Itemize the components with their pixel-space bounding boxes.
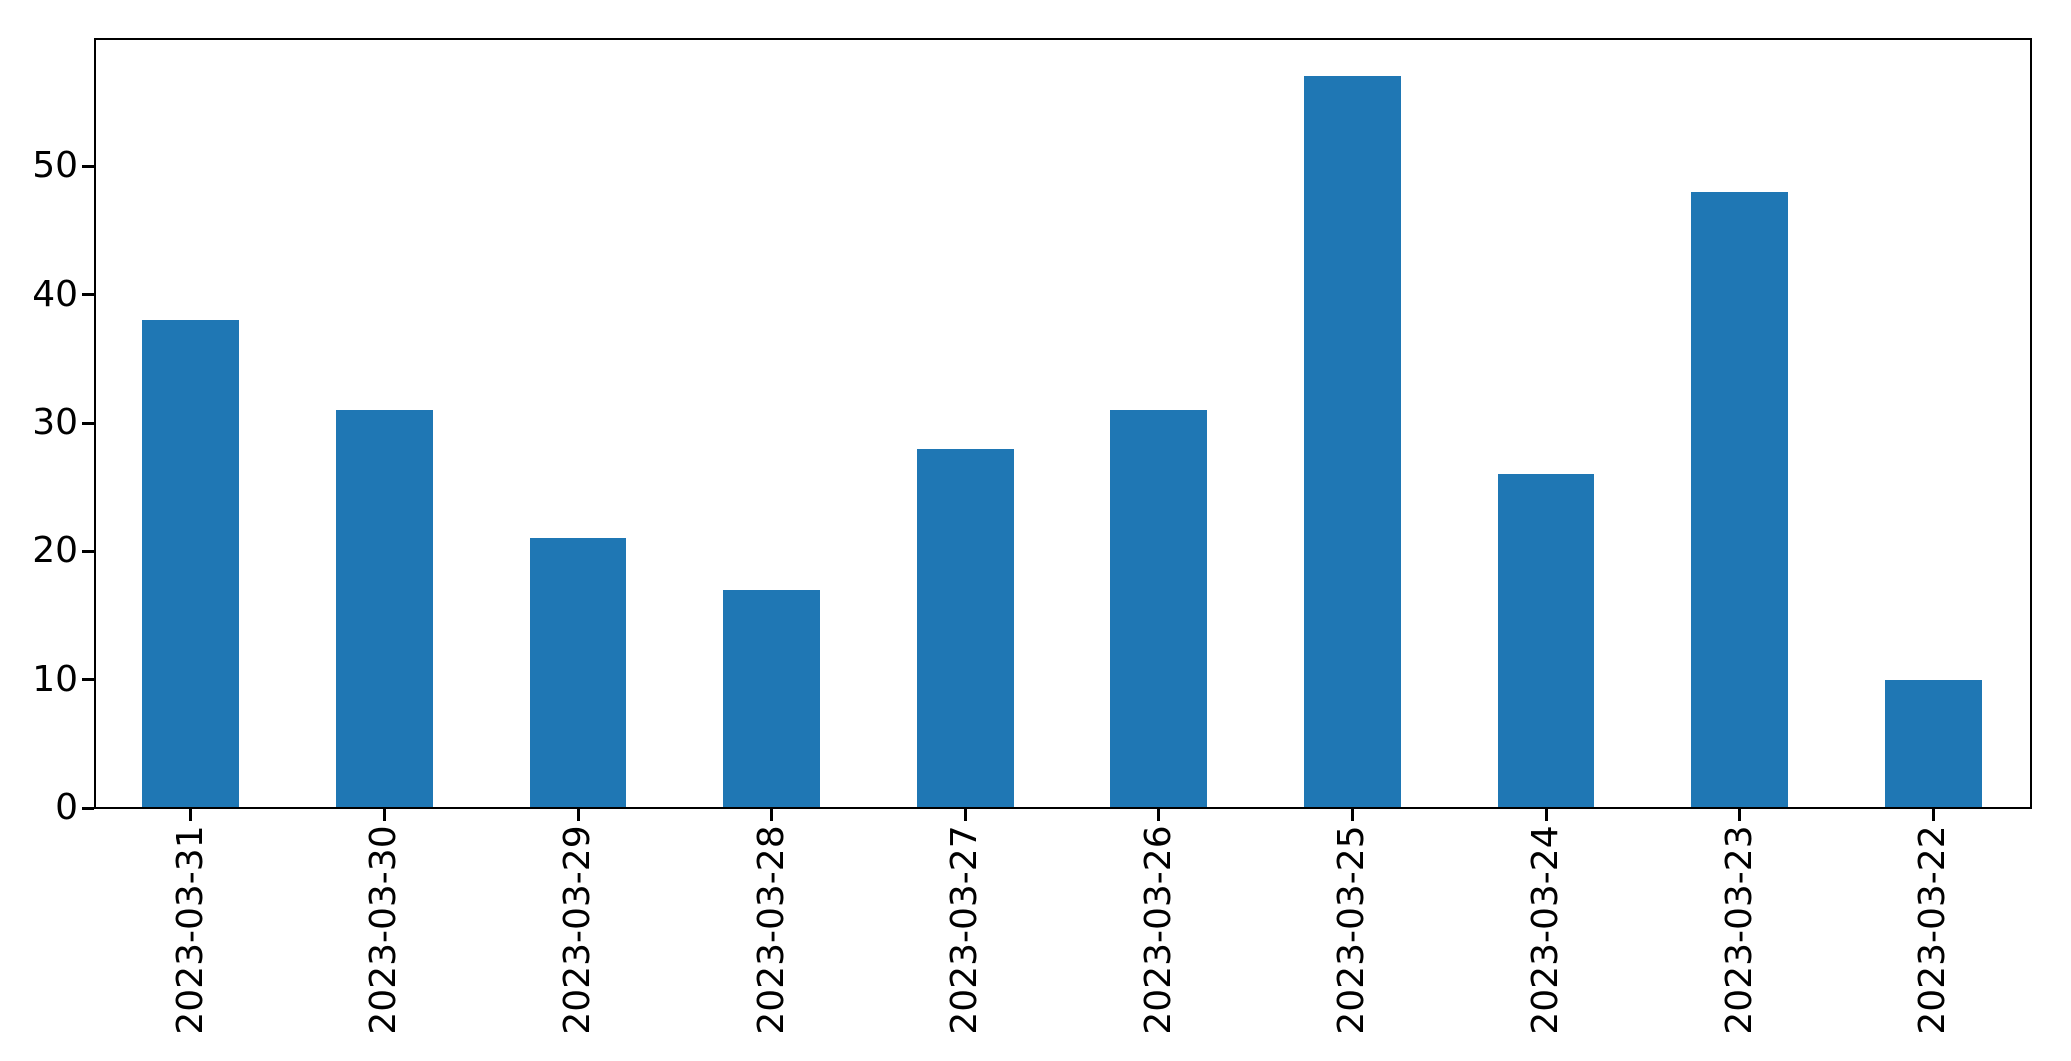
- x-axis-tick: [1931, 808, 1935, 821]
- y-axis-tick-label: 0: [55, 787, 78, 828]
- y-axis-tick-label: 10: [32, 658, 78, 700]
- bar-2023-03-25: [1304, 76, 1401, 808]
- x-axis-tick-label: 2023-03-31: [169, 825, 211, 1035]
- y-axis-tick: [82, 678, 94, 682]
- y-axis-tick: [82, 421, 94, 425]
- x-axis-tick-label: 2023-03-28: [750, 825, 792, 1035]
- x-axis-tick: [1544, 808, 1548, 821]
- plot-border-left: [94, 38, 96, 809]
- bar-2023-03-27: [916, 449, 1014, 808]
- plot-border-right: [2030, 38, 2032, 809]
- y-axis-tick-label: 30: [32, 402, 78, 443]
- x-axis-tick-label: 2023-03-23: [1718, 825, 1760, 1035]
- bar-2023-03-26: [1110, 410, 1208, 808]
- x-axis-tick: [189, 808, 193, 821]
- y-axis-tick: [82, 806, 94, 810]
- x-axis-tick-label: 2023-03-25: [1331, 825, 1373, 1035]
- plot-border-bottom: [94, 807, 2032, 809]
- y-axis-tick-label: 50: [32, 145, 78, 187]
- x-axis-tick-label: 2023-03-24: [1525, 825, 1566, 1035]
- y-axis-tick: [82, 164, 94, 168]
- bar-2023-03-31: [142, 320, 240, 808]
- x-axis-tick-label: 2023-03-27: [944, 825, 986, 1035]
- x-axis-tick: [1350, 808, 1354, 821]
- x-axis-tick: [770, 808, 774, 821]
- x-axis-tick-label: 2023-03-29: [557, 825, 598, 1035]
- bar-2023-03-29: [529, 538, 627, 808]
- bar-2023-03-28: [723, 590, 820, 808]
- x-axis-tick-label: 2023-03-26: [1137, 825, 1179, 1035]
- y-axis-tick-label: 20: [32, 530, 78, 572]
- bar-2023-03-30: [336, 410, 433, 808]
- x-axis-tick: [1157, 808, 1161, 821]
- x-axis-tick: [963, 808, 967, 821]
- y-axis-tick: [82, 549, 94, 553]
- x-axis-tick: [382, 808, 386, 821]
- bar-2023-03-23: [1691, 192, 1788, 808]
- plot-border-top: [94, 38, 2032, 40]
- x-axis-tick-label: 2023-03-30: [363, 825, 405, 1035]
- x-axis-tick-label: 2023-03-22: [1912, 825, 1954, 1035]
- y-axis-tick: [82, 293, 94, 297]
- y-axis-tick-label: 40: [32, 273, 78, 315]
- bar-2023-03-22: [1884, 680, 1982, 808]
- x-axis-tick: [576, 808, 580, 821]
- x-axis-tick: [1738, 808, 1742, 821]
- bar-2023-03-24: [1497, 474, 1595, 808]
